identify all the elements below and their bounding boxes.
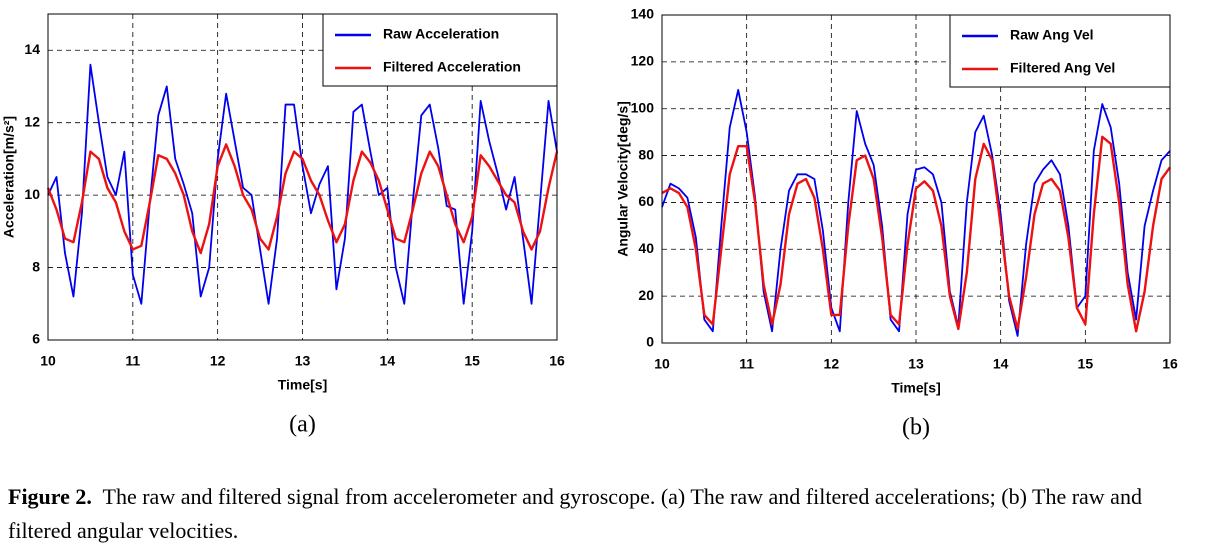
y-tick-label: 6 — [32, 331, 40, 347]
x-axis-label: Time[s] — [278, 377, 328, 393]
x-tick-label: 15 — [1078, 356, 1094, 372]
x-axis-label: Time[s] — [891, 380, 941, 396]
data-line — [661, 89, 1171, 337]
x-tick-label: 12 — [824, 356, 840, 372]
y-tick-label: 120 — [631, 53, 655, 69]
x-tick-label: 15 — [464, 353, 480, 369]
x-tick-label: 12 — [210, 353, 226, 369]
y-tick-label: 8 — [32, 258, 40, 274]
x-tick-label: 10 — [654, 356, 670, 372]
y-axis-label: Acceleration[m/s²] — [1, 116, 17, 238]
legend-box — [949, 14, 1171, 88]
x-tick-label: 14 — [380, 353, 396, 369]
y-axis-label: Angular Velocity[deg/s] — [615, 101, 631, 257]
x-tick-label: 16 — [1162, 356, 1178, 372]
y-tick-label: 100 — [631, 99, 655, 115]
x-tick-label: 13 — [295, 353, 311, 369]
y-tick-label: 80 — [638, 146, 654, 162]
legend-label: Filtered Acceleration — [383, 59, 521, 75]
y-tick-label: 14 — [24, 41, 40, 57]
x-tick-label: 11 — [739, 356, 754, 372]
figure: 10 11 12 13 14 15 16 6 8 10 12 14 Time[s] Acceleratio… — [1, 6, 1178, 441]
legend-label: Raw Ang Vel — [1010, 27, 1094, 43]
x-tick-label: 13 — [908, 356, 924, 372]
y-tick-label: 40 — [638, 240, 654, 256]
data-line — [661, 135, 1171, 333]
x-tick-label: 11 — [125, 353, 140, 369]
y-tick-label: 60 — [638, 193, 654, 209]
x-tick-label: 14 — [993, 356, 1009, 372]
x-tick-label: 16 — [549, 353, 565, 369]
legend-label: Filtered Ang Vel — [1010, 60, 1115, 76]
panel-label: (b) — [902, 415, 930, 441]
y-tick-label: 0 — [646, 334, 654, 350]
panel-label: (a) — [289, 412, 316, 438]
caption: Figure 2. The raw and filtered signal fr… — [8, 480, 1188, 548]
plot-frame — [47, 13, 558, 341]
caption-text: The raw and filtered signal from acceler… — [8, 484, 1142, 543]
y-tick-label: 20 — [638, 287, 654, 303]
data-line — [46, 143, 559, 255]
caption-label: Figure 2. — [8, 484, 92, 509]
x-tick-label: 10 — [40, 353, 56, 369]
plot-frame — [661, 14, 1171, 344]
legend-label: Raw Acceleration — [383, 26, 499, 42]
legend-box — [322, 13, 558, 87]
y-tick-label: 12 — [24, 113, 40, 129]
data-line — [47, 63, 558, 305]
y-tick-label: 10 — [24, 186, 40, 202]
y-tick-label: 140 — [631, 6, 655, 22]
